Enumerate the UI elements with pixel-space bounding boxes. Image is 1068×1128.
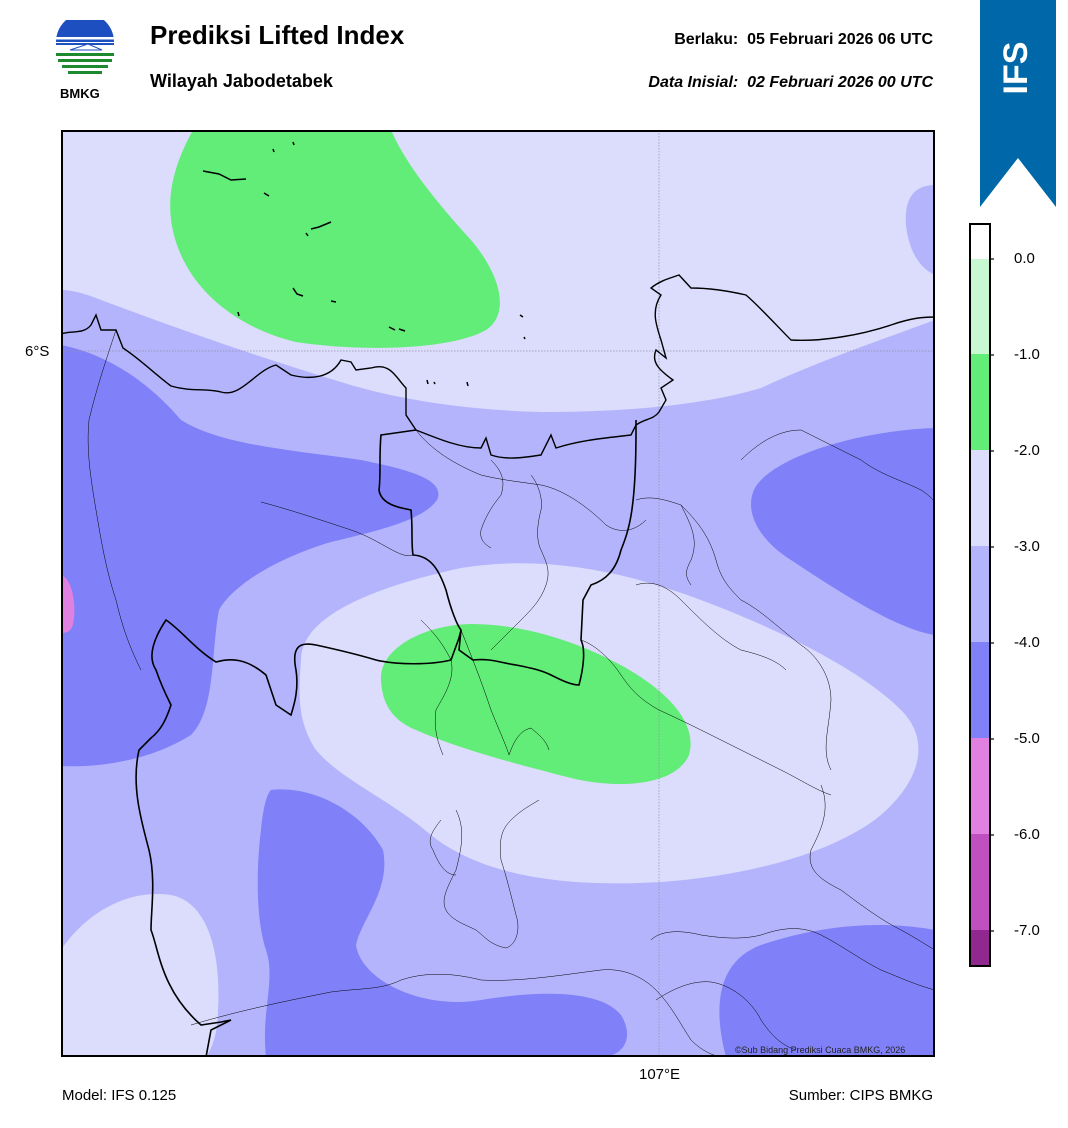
ifs-badge-text: IFS [997, 42, 1035, 95]
field-east-dark [751, 428, 935, 635]
field-south-dark-2 [719, 925, 935, 1057]
colorbar [969, 223, 994, 967]
field-west-dark [61, 345, 439, 767]
colorbar-swatch-0 [970, 224, 990, 260]
field-ne-blob [905, 185, 935, 275]
province-border-inner [458, 420, 637, 686]
page-subtitle: Wilayah Jabodetabek [150, 71, 333, 91]
source-label: Sumber: CIPS BMKG [788, 1087, 933, 1104]
colorbar-tick: -4.0 [1014, 634, 1040, 651]
init-value: 02 Februari 2026 00 UTC [747, 74, 933, 91]
colorbar-swatch-6 [970, 738, 990, 835]
ifs-badge: IFS [980, 0, 1056, 207]
thousand-islands [202, 141, 526, 387]
colorbar-swatch-7 [970, 834, 990, 931]
colorbar-tick: -6.0 [1014, 826, 1040, 843]
province-border-west [135, 429, 462, 1057]
coastline [61, 274, 935, 459]
model-label: Model: IFS 0.125 [62, 1087, 177, 1104]
field-west-magenta [61, 575, 75, 633]
colorbar-tick: -5.0 [1014, 730, 1040, 747]
colorbar-swatch-3 [970, 450, 990, 547]
map-frame [61, 130, 935, 1057]
colorbar-tick: -2.0 [1014, 442, 1040, 459]
copyright: ©Sub Bidang Prediksi Cuaca BMKG, 2026 [735, 1045, 906, 1055]
lon-label: 107°E [639, 1066, 681, 1083]
map-panel [61, 130, 935, 1057]
colorbar-swatch-8 [970, 930, 990, 966]
field-north-green [170, 130, 500, 348]
colorbar-swatch-4 [970, 546, 990, 643]
colorbar-swatch-5 [970, 642, 990, 739]
colorbar-tick: -1.0 [1014, 346, 1040, 363]
colorbar-frame [969, 223, 991, 967]
field-sw-light [61, 894, 219, 1057]
regency-borders [87, 329, 935, 1057]
lat-label: 6°S [25, 343, 50, 360]
init-label: Data Inisial: [648, 74, 739, 91]
valid-label: Berlaku: [674, 31, 739, 48]
colorbar-tick: -3.0 [1014, 538, 1040, 555]
bmkg-logo-icon [56, 20, 114, 74]
colorbar-tick: -7.0 [1014, 922, 1040, 939]
valid-time: Berlaku: 05 Februari 2026 06 UTC [674, 31, 933, 49]
field-center-green [380, 624, 691, 785]
colorbar-swatch-1 [970, 259, 990, 355]
init-time: Data Inisial: 02 Februari 2026 00 UTC [648, 74, 933, 92]
page-title: Prediksi Lifted Index [150, 20, 405, 50]
valid-value: 05 Februari 2026 06 UTC [747, 31, 933, 48]
colorbar-tick: 0.0 [1014, 250, 1035, 267]
colorbar-swatch-2 [970, 354, 990, 451]
logo-text: BMKG [60, 86, 100, 101]
